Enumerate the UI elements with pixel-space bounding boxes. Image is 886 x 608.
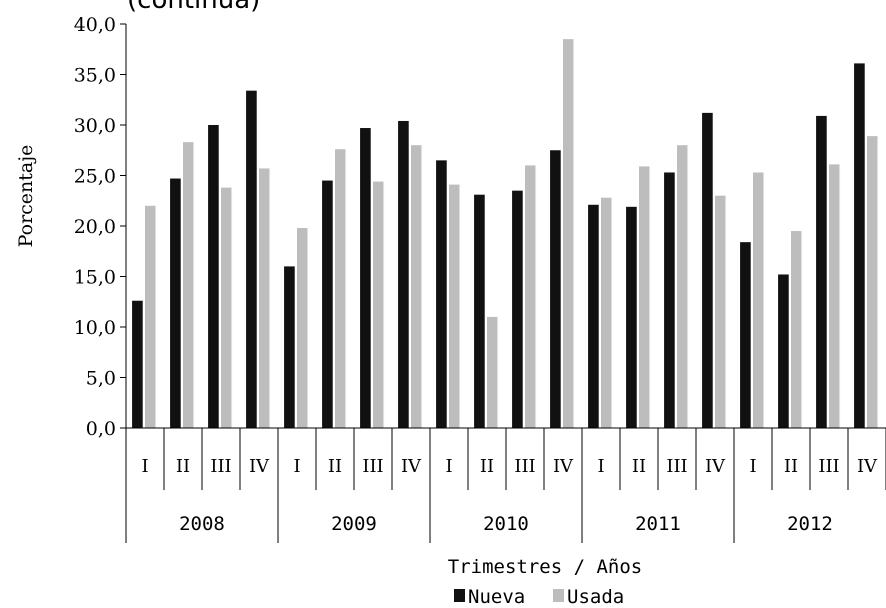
bar-nueva (360, 128, 371, 428)
bar-nueva (208, 125, 219, 428)
bar-usada (183, 142, 194, 429)
bar-usada (525, 165, 536, 428)
x-axis-categories: I II III IV I II III IV I II III IV I II III IV I II III IV… (125, 428, 886, 543)
quarter-label: III (210, 456, 231, 477)
quarter-label: IV (249, 456, 270, 477)
bar-usada (373, 181, 384, 428)
bar-nueva (132, 300, 143, 428)
bar-nueva (816, 115, 827, 428)
quarter-label: I (293, 456, 300, 477)
bar-nueva (170, 178, 181, 428)
bar-usada (753, 172, 764, 428)
bar-usada (677, 145, 688, 428)
quarter-label: IV (857, 456, 878, 477)
quarter-label: III (514, 456, 535, 477)
bar-usada (791, 231, 802, 428)
y-tick-label: 30,0 (74, 115, 116, 137)
bar-usada (297, 228, 308, 428)
bar-usada (221, 187, 232, 428)
bar-nueva (284, 266, 295, 428)
quarter-label: IV (705, 456, 726, 477)
quarter-label: I (141, 456, 148, 477)
year-label: 2012 (787, 513, 833, 535)
axes (125, 24, 886, 429)
quarter-label: II (328, 456, 342, 477)
year-label: 2011 (635, 513, 681, 535)
bar-nueva (664, 172, 675, 428)
bar-nueva (474, 194, 485, 428)
quarter-label: I (597, 456, 604, 477)
y-tick-label: 10,0 (74, 317, 116, 339)
x-axis-label: Trimestres / Años (448, 556, 642, 578)
legend-swatch-nueva (454, 589, 465, 602)
quarter-label: III (818, 456, 839, 477)
bar-usada (449, 184, 460, 428)
quarter-label: I (749, 456, 756, 477)
quarter-label: II (176, 456, 190, 477)
y-tick-label: 25,0 (74, 166, 116, 188)
quarter-label: III (666, 456, 687, 477)
bar-usada (563, 39, 574, 429)
quarter-label: II (480, 456, 494, 477)
bar-usada (639, 166, 650, 428)
quarter-label: IV (401, 456, 422, 477)
bar-usada (601, 197, 612, 428)
bar-usada (715, 195, 726, 428)
bar-nueva (550, 150, 561, 428)
bar-nueva (702, 112, 713, 428)
bar-nueva (854, 63, 865, 428)
quarter-label: II (784, 456, 798, 477)
legend-label-nueva: Nueva (468, 586, 525, 608)
year-label: 2008 (179, 513, 225, 535)
y-tick-label: 15,0 (74, 267, 116, 289)
bar-usada (829, 164, 840, 428)
quarter-label: III (362, 456, 383, 477)
year-label: 2010 (483, 513, 529, 535)
bar-usada (411, 145, 422, 428)
y-axis-ticks: 0,0 5,0 10,0 15,0 20,0 25,0 30,0 35,0 40,0 (74, 14, 126, 440)
y-tick-label: 20,0 (74, 216, 116, 238)
y-tick-label: 40,0 (74, 14, 116, 36)
bars (132, 39, 879, 429)
bar-usada (259, 168, 270, 428)
bar-usada (335, 149, 346, 429)
legend: Nueva Usada (454, 586, 624, 608)
bar-nueva (588, 204, 599, 428)
bar-nueva (398, 120, 409, 429)
year-label: 2009 (331, 513, 377, 535)
y-tick-label: 5,0 (86, 368, 116, 390)
quarter-label: I (445, 456, 452, 477)
bar-usada (145, 205, 156, 428)
quarter-label: IV (553, 456, 574, 477)
bar-nueva (740, 242, 751, 428)
y-tick-label: 0,0 (86, 418, 116, 440)
bar-nueva (778, 274, 789, 428)
y-axis-label: Porcentaje (15, 145, 37, 248)
legend-swatch-usada (553, 589, 564, 602)
chart-title: (continúa) (127, 0, 260, 15)
quarter-label: II (632, 456, 646, 477)
bar-nueva (246, 90, 257, 428)
bar-usada (487, 316, 498, 428)
legend-label-usada: Usada (567, 586, 624, 608)
bar-usada (867, 136, 878, 429)
y-tick-label: 35,0 (74, 65, 116, 87)
bar-nueva (322, 180, 333, 428)
bar-nueva (436, 160, 447, 428)
bar-nueva (626, 206, 637, 428)
bar-nueva (512, 190, 523, 428)
